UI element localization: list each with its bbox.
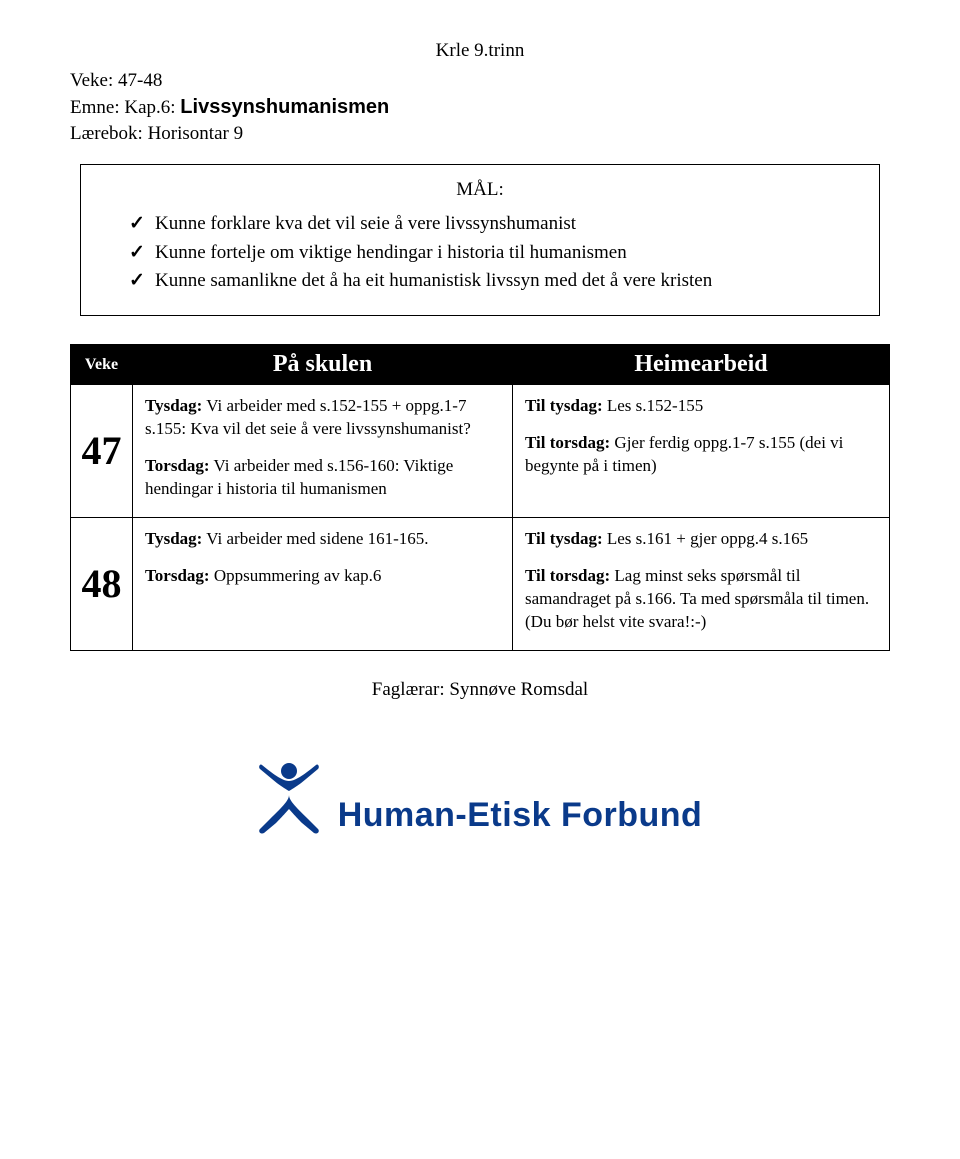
faglaerar-label: Faglærar: xyxy=(372,679,445,700)
goal-item: Kunne samanlikne det å ha eit humanistis… xyxy=(129,268,859,295)
home-para: Til torsdag: Lag minst seks spørsmål til… xyxy=(525,565,877,634)
veke-label: Veke: xyxy=(70,70,113,91)
table-row: 47 Tysdag: Vi arbeider med s.152-155 + o… xyxy=(71,385,890,518)
emne-label: Emne: xyxy=(70,97,120,118)
para-text: Les s.161 + gjer oppg.4 s.165 xyxy=(603,529,809,548)
home-para: Til tysdag: Les s.161 + gjer oppg.4 s.16… xyxy=(525,528,877,551)
faglaerar: Faglærar: Synnøve Romsdal xyxy=(70,679,890,701)
home-cell: Til tysdag: Les s.152-155 Til torsdag: G… xyxy=(513,385,890,518)
school-cell: Tysdag: Vi arbeider med sidene 161-165. … xyxy=(133,517,513,650)
col-home: Heimearbeid xyxy=(513,345,890,385)
week-number: 48 xyxy=(71,517,133,650)
school-para: Tysdag: Vi arbeider med s.152-155 + oppg… xyxy=(145,395,500,441)
school-cell: Tysdag: Vi arbeider med s.152-155 + oppg… xyxy=(133,385,513,518)
table-head-row: Veke På skulen Heimearbeid xyxy=(71,345,890,385)
para-bold: Torsdag: xyxy=(145,566,210,585)
para-bold: Tysdag: xyxy=(145,529,202,548)
para-bold: Tysdag: xyxy=(145,396,202,415)
laerebok-label: Lærebok: xyxy=(70,123,143,144)
col-school: På skulen xyxy=(133,345,513,385)
logo: Human-Etisk Forbund xyxy=(70,761,890,835)
veke-value: 47-48 xyxy=(118,70,162,91)
goals-list: Kunne forklare kva det vil seie å vere l… xyxy=(101,211,859,295)
logo-text: Human-Etisk Forbund xyxy=(338,796,703,835)
home-para: Til tysdag: Les s.152-155 xyxy=(525,395,877,418)
human-icon xyxy=(258,761,320,835)
meta-veke: Veke: 47-48 xyxy=(70,68,890,94)
meta-block: Veke: 47-48 Emne: Kap.6: Livssynshumanis… xyxy=(70,68,890,146)
goal-item: Kunne fortelje om viktige hendingar i hi… xyxy=(129,240,859,267)
para-text: Les s.152-155 xyxy=(603,396,704,415)
goal-item: Kunne forklare kva det vil seie å vere l… xyxy=(129,211,859,238)
meta-laerebok: Lærebok: Horisontar 9 xyxy=(70,121,890,147)
goals-label: MÅL: xyxy=(101,179,859,201)
plan-table: Veke På skulen Heimearbeid 47 Tysdag: Vi… xyxy=(70,344,890,651)
para-bold: Til torsdag: xyxy=(525,433,610,452)
emne-value: Kap.6: xyxy=(124,97,175,118)
para-bold: Til tysdag: xyxy=(525,396,603,415)
page-title: Krle 9.trinn xyxy=(70,40,890,62)
school-para: Torsdag: Vi arbeider med s.156-160: Vikt… xyxy=(145,455,500,501)
para-text: Oppsummering av kap.6 xyxy=(210,566,382,585)
faglaerar-value: Synnøve Romsdal xyxy=(449,679,588,700)
laerebok-value: Horisontar 9 xyxy=(148,123,244,144)
school-para: Tysdag: Vi arbeider med sidene 161-165. xyxy=(145,528,500,551)
meta-emne: Emne: Kap.6: Livssynshumanismen xyxy=(70,94,890,121)
school-para: Torsdag: Oppsummering av kap.6 xyxy=(145,565,500,588)
table-row: 48 Tysdag: Vi arbeider med sidene 161-16… xyxy=(71,517,890,650)
para-bold: Til torsdag: xyxy=(525,566,610,585)
para-text: Vi arbeider med sidene 161-165. xyxy=(202,529,428,548)
home-para: Til torsdag: Gjer ferdig oppg.1-7 s.155 … xyxy=(525,432,877,478)
para-bold: Torsdag: xyxy=(145,456,210,475)
home-cell: Til tysdag: Les s.161 + gjer oppg.4 s.16… xyxy=(513,517,890,650)
goals-box: MÅL: Kunne forklare kva det vil seie å v… xyxy=(80,164,880,316)
para-bold: Til tysdag: xyxy=(525,529,603,548)
emne-bold: Livssynshumanismen xyxy=(180,96,389,118)
week-number: 47 xyxy=(71,385,133,518)
col-veke: Veke xyxy=(71,345,133,385)
